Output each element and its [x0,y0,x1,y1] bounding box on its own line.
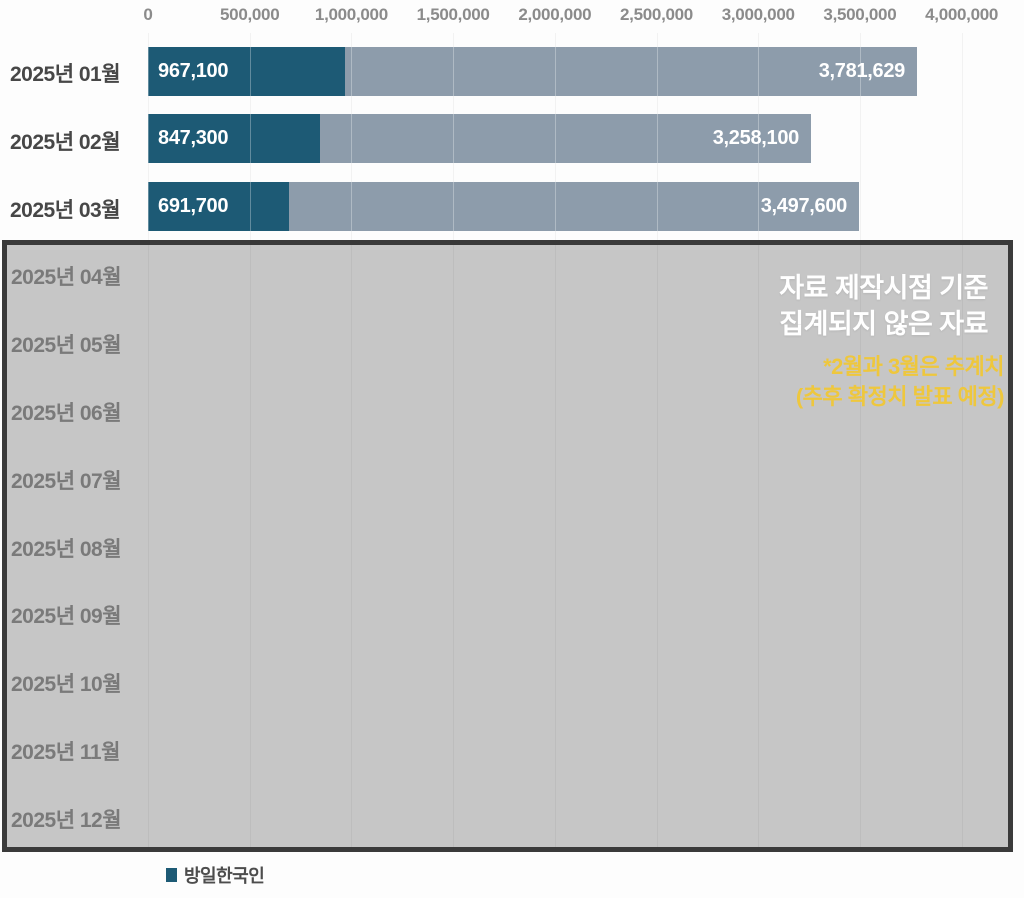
gridline [351,33,352,240]
category-label-muted: 2025년 11월 [11,741,120,764]
total-bar-value: 3,497,600 [760,195,848,217]
overlay-gridline [860,245,861,847]
primary-bar-value: 847,300 [158,127,229,149]
gridline [250,33,251,240]
primary-bar-value: 967,100 [158,60,229,82]
annotation-title-line1: 자료 제작시점 기준 [779,273,988,303]
overlay-annotation: 자료 제작시점 기준 집계되지 않은 자료 *2월과 3월은 추계치 (추후 확… [779,270,1004,412]
axis-tick-label: 3,500,000 [823,5,897,24]
category-label-muted: 2025년 10월 [11,673,122,696]
legend-swatch-icon [166,868,177,882]
legend-label: 방일한국인 [184,866,265,886]
category-label-muted: 2025년 06월 [11,402,122,425]
axis-tick-label: 0 [143,5,153,24]
annotation-note-line1: *2월과 3월은 추계치 [823,354,1004,379]
category-label-muted: 2025년 05월 [11,334,122,357]
gridline [860,33,861,240]
category-label: 2025년 02월 [10,131,121,154]
primary-bar-value: 691,700 [158,195,229,217]
overlay-gridline [351,245,352,847]
axis-tick-label: 2,500,000 [620,5,693,24]
gridline [962,33,963,240]
axis-tick-label: 2,000,000 [518,5,592,24]
overlay-gridline [657,245,658,847]
axis-tick-label: 1,500,000 [416,5,490,24]
gridline [148,33,149,240]
annotation-note-line2: (추후 확정치 발표 예정) [795,384,1005,409]
annotation-title: 자료 제작시점 기준 집계되지 않은 자료 [779,270,1004,342]
category-label: 2025년 01월 [10,63,121,86]
axis-tick-label: 3,000,000 [721,5,795,24]
annotation-note: *2월과 3월은 추계치 (추후 확정치 발표 예정) [779,352,1005,412]
gridline [962,33,963,240]
category-label-muted: 2025년 12월 [11,809,122,832]
overlay-gridline [962,245,963,847]
primary-bar [148,47,345,96]
gridline [860,33,861,240]
category-label: 2025년 03월 [10,199,121,222]
category-label-muted: 2025년 04월 [11,266,122,289]
no-data-overlay: 2025년 04월 2025년 05월 2025년 06월 2025년 07월 2025… [2,240,1013,852]
gridline [555,33,556,240]
overlay-gridline [250,245,251,847]
overlay-gridline [758,245,759,847]
annotation-title-line2: 집계되지 않은 자료 [779,309,988,339]
gridline [453,33,454,240]
primary-bar [148,182,289,231]
axis-tick-label: 500,000 [220,5,280,24]
total-bar-value: 3,258,100 [712,127,800,149]
gridline [657,33,658,240]
category-label-muted: 2025년 09월 [11,605,122,628]
axis-tick-label: 1,000,000 [314,5,388,24]
total-bar-value: 3,781,629 [818,60,906,82]
overlay-gridline [555,245,556,847]
axis-tick-label: 4,000,000 [925,5,999,24]
primary-bar [148,114,320,163]
gridline [758,33,759,240]
overlay-gridline [453,245,454,847]
category-label-muted: 2025년 08월 [11,538,122,561]
legend: 방일한국인 [166,864,265,886]
overlay-gridline [148,245,149,847]
category-label-muted: 2025년 07월 [11,470,122,493]
